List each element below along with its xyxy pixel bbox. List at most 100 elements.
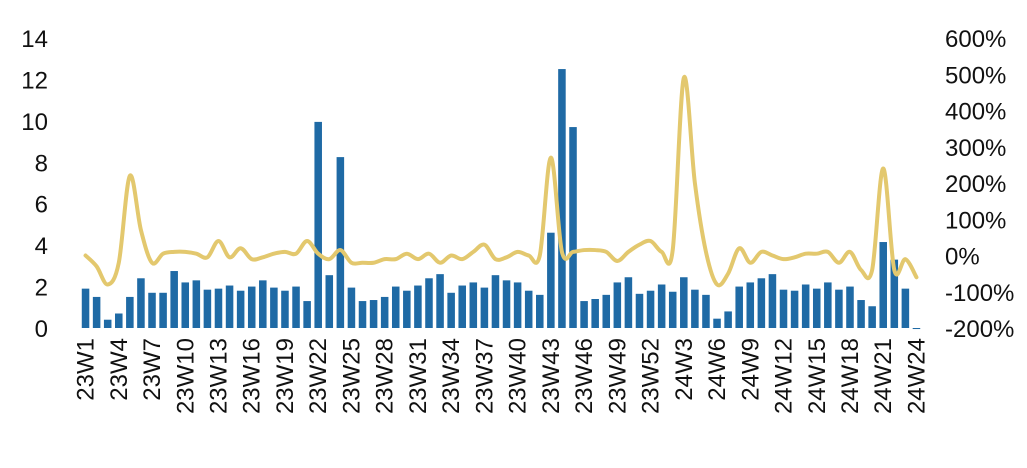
left-y-tick-label: 14: [21, 26, 48, 53]
bar: [502, 280, 511, 328]
bar: [580, 301, 588, 328]
left-y-tick-label: 12: [21, 67, 48, 94]
bar: [425, 278, 433, 328]
line-series: [83, 75, 919, 288]
bar: [325, 275, 334, 328]
right-y-tick-label: 600%: [945, 26, 1006, 53]
x-tick-label: 24W9: [737, 338, 764, 401]
bar: [513, 282, 522, 328]
bar: [270, 287, 278, 328]
right-y-tick-label: 100%: [945, 207, 1006, 234]
bar: [391, 286, 400, 328]
x-tick-label: 23W13: [205, 338, 232, 414]
x-tick-label: 24W24: [903, 338, 930, 414]
bar: [657, 284, 666, 328]
bar: [591, 299, 599, 328]
bar: [369, 300, 378, 328]
x-tick-label: 24W15: [804, 338, 831, 414]
left-y-tick-label: 6: [35, 192, 48, 219]
bar: [702, 294, 710, 328]
bar: [159, 292, 167, 328]
x-axis: 23W1 23W4 23W7 23W10 23W13 23W16 23W19 23W22 23W…: [73, 338, 931, 414]
bar: [835, 289, 843, 328]
bar: [691, 289, 699, 328]
bar: [92, 296, 101, 328]
bar: [469, 282, 478, 328]
bar: [380, 296, 389, 328]
x-tick-label: 24W3: [671, 338, 698, 401]
right-y-tick-label: 200%: [945, 171, 1006, 198]
bar: [203, 289, 212, 328]
bar: [547, 232, 555, 328]
bar: [536, 294, 544, 328]
x-tick-label: 23W4: [106, 338, 133, 401]
bar: [824, 282, 832, 328]
bar: [347, 287, 356, 328]
bar: [735, 286, 743, 328]
bar: [713, 318, 721, 328]
left-y-axis: 0 2 4 6 8 10 12 14: [21, 26, 48, 343]
bar: [314, 121, 322, 329]
x-tick-label: 24W6: [704, 338, 731, 401]
bar: [170, 271, 178, 328]
bar: [81, 288, 90, 328]
bar: [901, 288, 910, 328]
bar: [458, 285, 466, 328]
bar: [336, 157, 345, 328]
bar: [292, 286, 300, 328]
bar: [801, 284, 810, 328]
bar: [192, 280, 201, 328]
x-tick-label: 23W31: [405, 338, 432, 414]
line-path: [83, 75, 919, 288]
bar: [414, 285, 422, 328]
bar: [103, 319, 112, 328]
bar: [779, 289, 788, 328]
bar: [868, 306, 876, 328]
bar: [491, 275, 500, 328]
x-tick-label: 23W22: [305, 338, 332, 414]
x-tick-label: 23W10: [172, 338, 199, 414]
bar: [680, 277, 688, 328]
bar: [225, 285, 234, 328]
left-y-tick-label: 0: [35, 316, 48, 343]
bar: [281, 290, 289, 328]
bar: [358, 301, 367, 328]
x-tick-label: 23W37: [471, 338, 498, 414]
right-y-tick-label: 500%: [945, 62, 1006, 89]
bar: [857, 300, 865, 328]
x-tick-label: 23W19: [272, 338, 299, 414]
bar: [303, 301, 311, 328]
x-tick-label: 23W16: [239, 338, 266, 414]
bar: [126, 296, 134, 328]
bar: [746, 282, 755, 328]
bar: [403, 290, 411, 328]
bar: [602, 294, 611, 328]
bar: [148, 292, 156, 328]
x-tick-label: 23W25: [338, 338, 365, 414]
right-y-axis: -200% -100% 0% 100% 200% 300% 400% 500% 600%: [945, 26, 1014, 343]
bar: [236, 290, 245, 328]
bar: [447, 292, 455, 328]
bar: [524, 290, 533, 328]
right-y-tick-label: 300%: [945, 135, 1006, 162]
bar: [812, 288, 821, 328]
bar: [668, 291, 677, 328]
bar: [646, 290, 655, 328]
bar: [879, 242, 887, 328]
bar: [757, 278, 766, 328]
bar: [768, 274, 777, 328]
x-tick-label: 23W28: [372, 338, 399, 414]
right-y-tick-label: 400%: [945, 99, 1006, 126]
bar: [181, 282, 190, 328]
bar: [115, 313, 123, 328]
x-tick-label: 23W34: [438, 338, 465, 414]
bar: [790, 290, 799, 328]
x-tick-label: 23W43: [538, 338, 565, 414]
bar: [846, 286, 854, 328]
bar: [214, 288, 223, 328]
x-tick-label: 23W52: [638, 338, 665, 414]
bar: [569, 127, 577, 328]
bar: [635, 293, 644, 328]
bar: [912, 328, 921, 330]
